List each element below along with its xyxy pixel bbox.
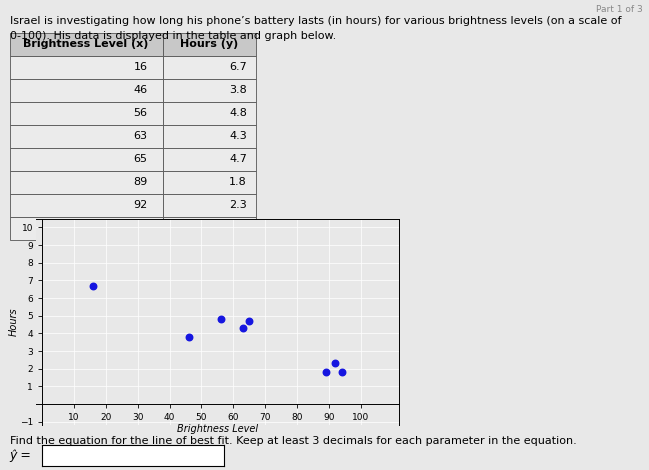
Text: Part 1 of 3: Part 1 of 3 [596, 5, 643, 14]
Text: ŷ =: ŷ = [10, 449, 32, 462]
Point [238, 324, 248, 332]
Y-axis label: Hours: Hours [8, 308, 18, 336]
Point [215, 315, 226, 323]
Text: 0-100). His data is displayed in the table and graph below.: 0-100). His data is displayed in the tab… [10, 31, 336, 40]
Point [184, 333, 194, 341]
Point [88, 282, 98, 290]
Text: Find the equation for the line of best fit. Keep at least 3 decimals for each pa: Find the equation for the line of best f… [10, 436, 576, 446]
Point [337, 368, 347, 376]
Text: Israel is investigating how long his phone’s battery lasts (in hours) for variou: Israel is investigating how long his pho… [10, 16, 621, 26]
Point [321, 368, 331, 376]
Point [244, 317, 254, 325]
X-axis label: Brightness Level: Brightness Level [177, 423, 258, 433]
Point [330, 360, 341, 367]
